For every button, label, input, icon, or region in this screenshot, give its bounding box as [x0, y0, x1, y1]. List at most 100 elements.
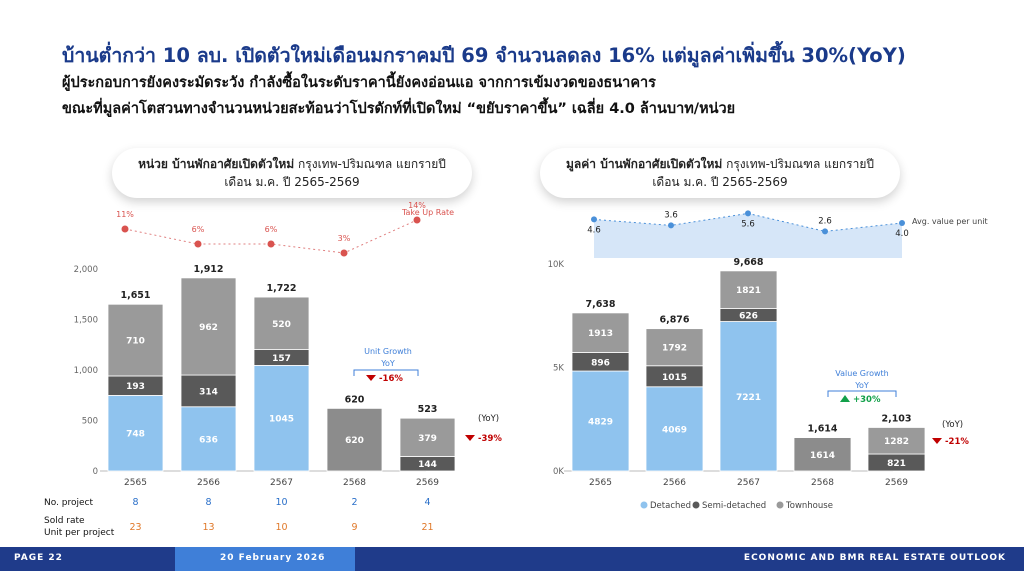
y-tick-label: 1,500	[74, 316, 98, 326]
x-tick-label: 2569	[416, 478, 439, 488]
take-up-rate-label: 14%	[408, 201, 426, 210]
legend-label: Semi-detached	[702, 501, 766, 511]
y-tick-label: 5K	[553, 364, 564, 374]
growth-value: +30%	[853, 395, 881, 405]
bar-segment-label: 314	[199, 387, 218, 397]
legend-swatch	[640, 501, 648, 509]
avg-value-label: 4.0	[895, 229, 909, 239]
bar-segment	[571, 370, 630, 472]
table-cell: 23	[129, 522, 141, 533]
bar-segment	[180, 406, 237, 472]
legend-label: Townhouse	[785, 501, 833, 511]
legend-swatch	[776, 501, 784, 509]
page-number: PAGE 22	[14, 553, 63, 563]
avg-value-area	[594, 213, 902, 258]
bar-segment	[326, 407, 383, 472]
bar-segment-label: 7221	[736, 393, 761, 403]
down-arrow-icon	[366, 375, 376, 381]
table-row-label: Unit per project	[44, 528, 115, 538]
bar-segment-label: 962	[199, 323, 218, 333]
bar-segment	[180, 277, 237, 376]
x-tick-label: 2565	[589, 478, 612, 488]
page-subtitle-2: ขณะที่มูลค่าโตสวนทางจำนวนหน่วยสะท้อนว่าโ…	[62, 101, 736, 117]
x-tick-label: 2569	[885, 478, 908, 488]
bar-segment	[719, 321, 778, 472]
bar-segment	[253, 296, 310, 350]
bar-segment	[107, 395, 164, 472]
bar-segment-label: 1282	[884, 437, 909, 447]
take-up-rate-point	[340, 249, 348, 257]
left-title-rest: กรุงเทพ-ปริมณฑล แยกรายปี	[294, 157, 446, 171]
bar-total-label: 7,638	[585, 299, 615, 310]
growth-bracket	[353, 369, 419, 376]
x-tick-label: 2567	[270, 478, 293, 488]
unit-chart: 0 500 1,000 1,500 2,000 748 193 710 1,651 2565 636…	[44, 201, 502, 538]
left-chart-title: หน่วย บ้านพักอาศัยเปิดตัวใหม่ กรุงเทพ-ปร…	[112, 148, 472, 198]
bar-segment-label: 157	[272, 354, 291, 364]
bar-total-label: 1,651	[120, 290, 150, 301]
bar-total-label: 2,103	[881, 413, 911, 424]
bar-total-label: 620	[345, 394, 365, 405]
report-name: ECONOMIC AND BMR REAL ESTATE OUTLOOK	[743, 553, 1006, 563]
footer-date-block	[175, 547, 355, 571]
legend-label: Detached	[650, 501, 691, 511]
bar-segment	[645, 328, 704, 367]
bar-total-label: 523	[418, 404, 438, 415]
bar-total-label: 1,722	[266, 283, 296, 294]
bar-total-label: 1,614	[807, 424, 837, 435]
bar-segment	[399, 417, 456, 457]
right-title-rest: กรุงเทพ-ปริมณฑล แยกรายปี	[722, 157, 874, 171]
x-tick-label: 2568	[343, 478, 366, 488]
avg-value-point	[822, 228, 828, 235]
avg-value-point	[668, 222, 674, 229]
growth-value: -16%	[379, 374, 403, 384]
y-tick-label: 10K	[548, 260, 565, 270]
y-tick-label: 0K	[553, 467, 564, 477]
table-cell: 9	[351, 522, 357, 533]
yoy-value: -39%	[478, 434, 502, 444]
bar-segment-label: 1015	[662, 373, 687, 383]
take-up-rate-legend: Take Up Rate	[401, 208, 454, 217]
avg-value-point	[899, 220, 905, 226]
bar-segment-label: 4069	[662, 425, 687, 435]
right-chart-title: มูลค่า บ้านพักอาศัยเปิดตัวใหม่ กรุงเทพ-ป…	[540, 148, 900, 198]
bar-segment-label: 1792	[662, 344, 687, 354]
bar-segment-label: 748	[126, 430, 145, 440]
down-arrow-icon	[465, 435, 475, 441]
bar-segment	[180, 374, 237, 408]
bar-segment-label: 1614	[810, 451, 835, 461]
avg-value-point	[591, 216, 597, 223]
up-arrow-icon	[840, 395, 850, 402]
take-up-rate-label: 6%	[192, 225, 205, 234]
value-chart: 0K 5K 10K 4829 896 1913 7,638 2565 4069 1015 1792 6…	[548, 210, 988, 511]
bar-segment	[867, 427, 926, 455]
bar-segment	[793, 437, 852, 472]
y-tick-label: 0	[93, 467, 98, 477]
take-up-rate-label: 3%	[338, 234, 351, 243]
bar-segment-label: 620	[345, 436, 364, 446]
avg-value-label: 2.6	[818, 216, 832, 226]
x-tick-label: 2566	[663, 478, 686, 488]
avg-value-legend: Avg. value per unit	[912, 217, 988, 226]
table-cell: 10	[275, 497, 287, 508]
page-subtitle-1: ผู้ประกอบการยังคงระมัดระวัง กำลังซื้อในร…	[62, 75, 656, 91]
left-title-line2: เดือน ม.ค. ปี 2565-2569	[224, 175, 360, 189]
yoy-label: (YoY)	[478, 414, 499, 424]
table-cell: 10	[275, 522, 287, 533]
table-cell: 8	[205, 497, 211, 508]
bar-segment-label: 710	[126, 337, 145, 347]
report-date: 20 February 2026	[220, 553, 326, 563]
right-title-line2: เดือน ม.ค. ปี 2565-2569	[652, 175, 788, 189]
down-arrow-icon	[932, 438, 942, 444]
table-cell: 21	[421, 522, 433, 533]
avg-value-label: 5.6	[741, 219, 755, 229]
take-up-rate-label: 6%	[265, 225, 278, 234]
bar-segment-label: 896	[591, 358, 610, 368]
bar-segment	[571, 312, 630, 353]
table-cell: 8	[132, 497, 138, 508]
bar-segment-label: 1913	[588, 329, 613, 339]
y-tick-label: 2,000	[74, 265, 98, 275]
table-row-label: Sold rate	[44, 516, 85, 526]
growth-title: Value Growth	[835, 369, 888, 378]
table-cell: 4	[424, 497, 430, 508]
